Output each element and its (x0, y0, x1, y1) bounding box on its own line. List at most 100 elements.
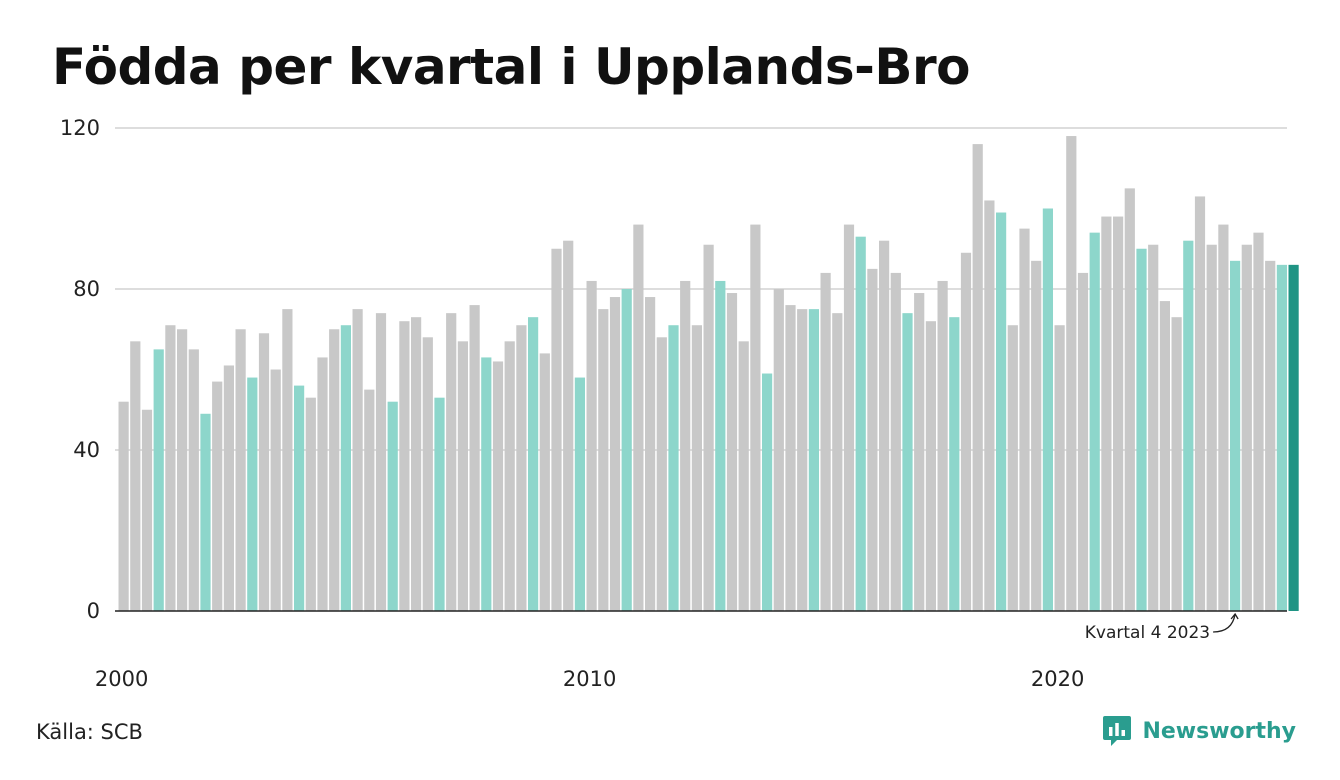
bar (949, 317, 960, 611)
bar (352, 309, 363, 611)
bar (411, 317, 422, 611)
bar (1265, 260, 1276, 611)
bar (1113, 216, 1124, 612)
bar (1253, 232, 1264, 611)
bar (317, 357, 328, 611)
x-tick-label: 2000 (95, 667, 148, 691)
chart-title: Födda per kvartal i Upplands-Bro (52, 38, 971, 96)
bar (399, 321, 410, 611)
bar (223, 365, 234, 611)
bar (294, 385, 305, 611)
bar (960, 252, 972, 611)
bar (1066, 136, 1077, 612)
bar (375, 313, 387, 611)
bar (621, 289, 632, 611)
bar (1054, 325, 1065, 611)
bars (118, 136, 1299, 612)
bar (656, 337, 667, 611)
y-tick-label: 40 (73, 438, 100, 462)
bar (1206, 244, 1217, 611)
source-note: Källa: SCB (36, 720, 143, 744)
bar (481, 357, 492, 611)
bar (1077, 272, 1089, 611)
bar (843, 224, 855, 611)
bar (598, 309, 609, 611)
bar (586, 280, 597, 611)
y-tick-label: 120 (60, 116, 100, 140)
bar (773, 289, 784, 611)
bar (1171, 317, 1182, 611)
x-axis-ticks: 2000 2010 2020 (95, 667, 1084, 691)
bar (609, 297, 621, 611)
bar (1241, 244, 1252, 611)
bar (762, 373, 773, 611)
bar (446, 313, 457, 611)
y-tick-label: 80 (73, 277, 100, 301)
bar (247, 377, 258, 611)
bar (1124, 188, 1135, 611)
bar (364, 389, 375, 611)
bar (1031, 260, 1042, 611)
bar (551, 248, 562, 611)
brand-name: Newsworthy (1142, 718, 1296, 744)
bar (797, 309, 808, 611)
bar (1230, 260, 1241, 611)
bar (750, 224, 761, 611)
bar (1159, 301, 1170, 611)
bar (1276, 264, 1287, 611)
bar (633, 224, 644, 611)
bar (1194, 196, 1206, 612)
y-axis-ticks: 0 40 80 120 (60, 116, 100, 623)
bar (457, 341, 468, 611)
bar (1019, 228, 1030, 611)
y-tick-label: 0 (87, 599, 100, 623)
bar (1089, 232, 1100, 611)
bar (668, 325, 679, 611)
bar (165, 325, 176, 611)
bar (808, 309, 819, 611)
bar (528, 317, 539, 611)
bar (516, 325, 527, 611)
bar (691, 325, 702, 611)
bar (1101, 216, 1112, 612)
bar (996, 212, 1007, 611)
bar (1136, 248, 1147, 611)
bar (1007, 325, 1018, 611)
bar (890, 272, 901, 611)
bar (504, 341, 515, 611)
bar (282, 309, 293, 611)
bar (726, 293, 738, 611)
newsworthy-logo-icon (1103, 716, 1132, 746)
bar (925, 321, 936, 611)
bar (200, 413, 211, 611)
bar (387, 401, 398, 611)
bar (492, 361, 504, 611)
x-tick-label: 2010 (563, 667, 616, 691)
bar (188, 349, 199, 611)
bar (855, 236, 866, 612)
bar (434, 397, 445, 611)
bar (984, 200, 995, 611)
bar (130, 341, 141, 611)
bar (902, 313, 913, 611)
bar (177, 329, 188, 611)
bar (422, 337, 433, 611)
bar (305, 397, 316, 611)
bar (715, 280, 726, 611)
bar (820, 272, 831, 611)
bar-chart: 0 40 80 120 2000 2010 2020 Kvartal 4 2023 (60, 116, 1299, 691)
bar (703, 244, 714, 611)
bar (879, 240, 890, 611)
bar (153, 349, 164, 611)
x-tick-label: 2020 (1031, 667, 1084, 691)
annotation: Kvartal 4 2023 (1085, 612, 1239, 643)
bar (469, 305, 480, 611)
bar (1183, 240, 1194, 611)
bar (212, 381, 223, 611)
bar (329, 329, 340, 611)
bar (340, 325, 351, 611)
annotation-arrow (1213, 612, 1239, 633)
bar (1288, 264, 1299, 611)
bar (118, 401, 129, 611)
bar (141, 409, 153, 611)
